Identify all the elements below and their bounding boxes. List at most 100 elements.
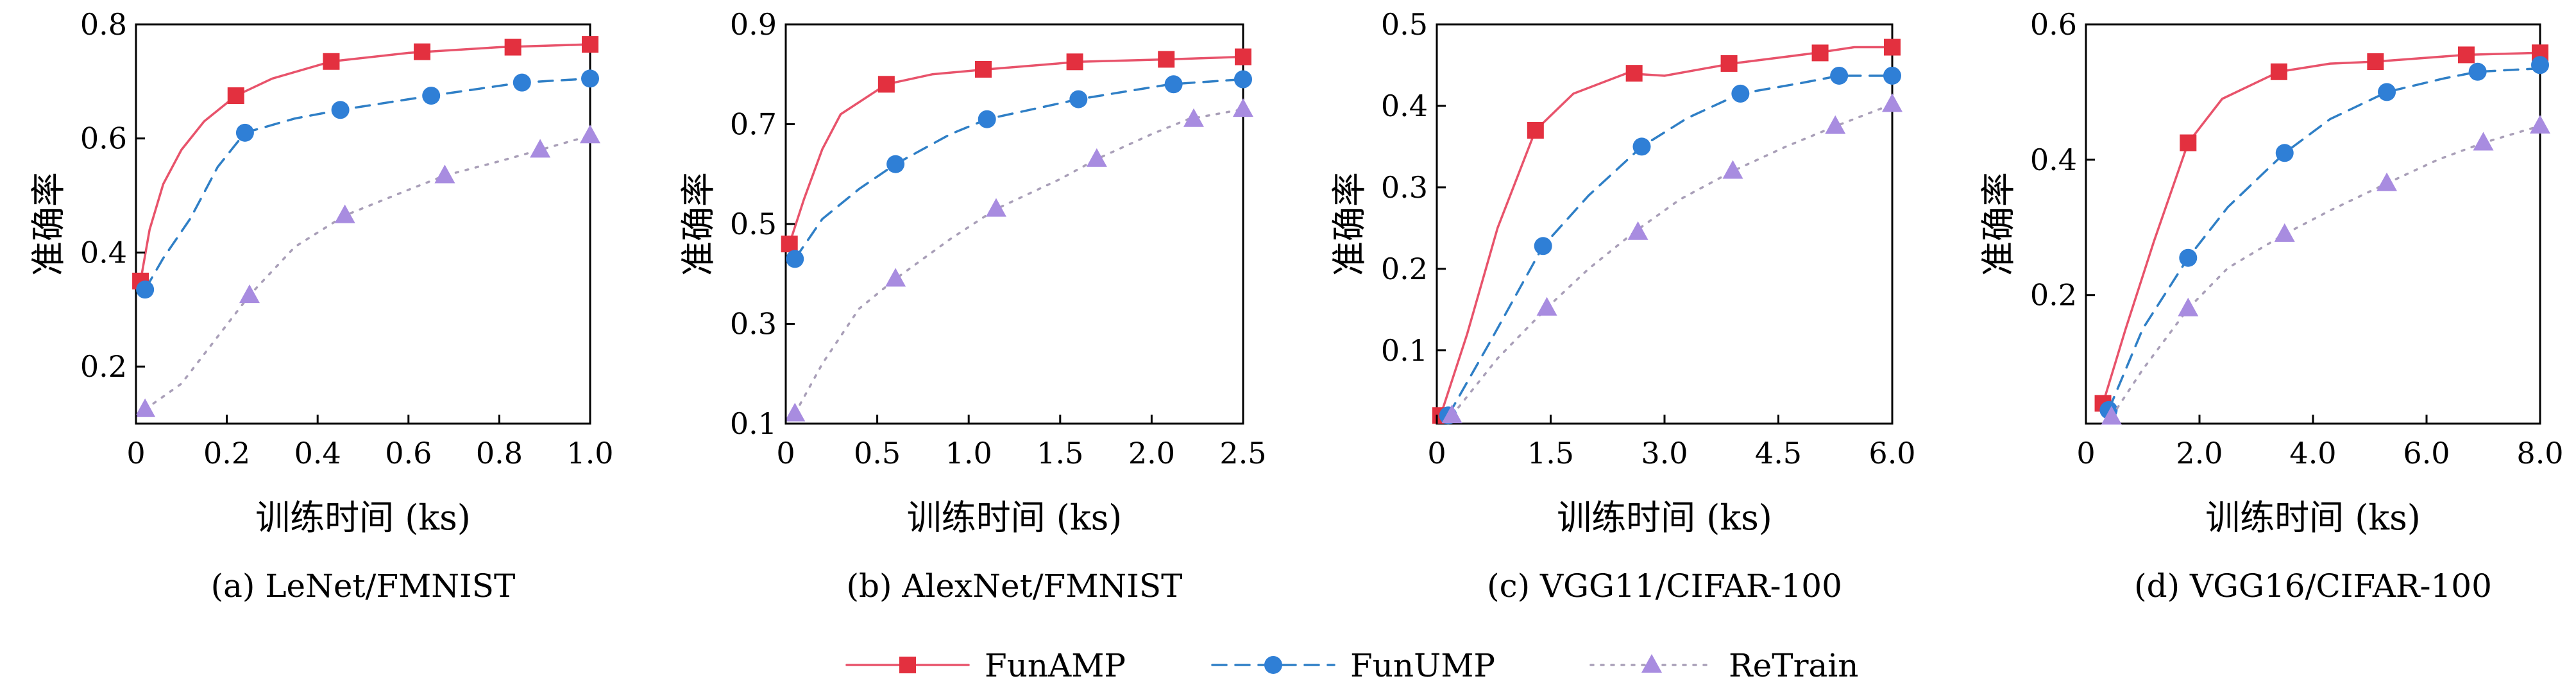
data-point — [2274, 223, 2295, 242]
data-point — [2179, 248, 2198, 267]
series-funamp — [132, 36, 598, 289]
series-line — [2101, 51, 2541, 405]
data-point — [530, 139, 551, 158]
data-point — [885, 268, 906, 287]
x-tick-label: 2.0 — [1128, 436, 1175, 470]
y-tick-label: 0.5 — [1381, 7, 1428, 42]
data-point — [504, 39, 521, 56]
y-tick-label: 0.2 — [1381, 252, 1428, 286]
y-tick-label: 0.1 — [730, 406, 777, 441]
data-point — [784, 402, 806, 422]
data-point — [2377, 172, 2398, 191]
legend-label: FunUMP — [1350, 647, 1495, 684]
x-tick-label: 0.8 — [476, 436, 523, 470]
data-point — [1632, 137, 1651, 156]
data-point — [434, 164, 455, 184]
data-point — [323, 53, 340, 70]
subfigure-caption: (d) VGG16/CIFAR-100 — [2134, 567, 2492, 605]
series-retrain — [784, 98, 1253, 422]
data-point — [781, 236, 798, 253]
y-tick-label: 0.8 — [80, 7, 127, 42]
x-tick-label: 6.0 — [1868, 436, 1915, 470]
data-point — [1066, 53, 1083, 71]
y-tick-label: 0.4 — [80, 235, 127, 270]
y-tick-label: 0.2 — [2030, 278, 2077, 313]
data-point — [227, 87, 244, 105]
y-tick-label: 0.1 — [1381, 333, 1428, 368]
data-point — [2457, 46, 2475, 64]
data-point — [136, 280, 155, 299]
data-point — [1086, 148, 1107, 167]
data-point — [975, 60, 992, 78]
data-point — [1731, 84, 1750, 103]
series-line — [2110, 125, 2541, 418]
data-point — [1884, 39, 1901, 56]
data-point — [985, 198, 1006, 217]
series-funump — [136, 69, 599, 299]
series-line — [1447, 74, 1894, 417]
data-point — [1625, 65, 1643, 82]
y-tick-label: 0.7 — [730, 107, 777, 142]
data-point — [1534, 237, 1552, 255]
x-axis-label: 训练时间 (ks) — [255, 497, 471, 538]
data-point — [2530, 115, 2550, 134]
chart-panel-4: 0 2.0 4.0 6.0 8.0 0.2 0.4 0.6 训练时间 (ks) 准确率 (d) VG… — [1978, 7, 2564, 605]
y-tick-label: 0.3 — [730, 307, 777, 341]
plot-frame — [135, 23, 591, 425]
x-tick-label: 1.0 — [566, 436, 613, 470]
x-tick-label: 6.0 — [2403, 436, 2450, 470]
x-tick-label: 1.5 — [1037, 436, 1083, 470]
data-point — [2101, 406, 2122, 425]
legend-label: ReTrain — [1729, 647, 1859, 684]
series-funump — [786, 70, 1252, 268]
series-funamp — [781, 48, 1251, 253]
legend-marker — [1641, 654, 1662, 673]
subfigure-caption: (c) VGG11/CIFAR-100 — [1487, 567, 1842, 605]
y-axis-label: 准确率 — [1329, 172, 1369, 276]
series-funamp — [1432, 39, 1901, 424]
x-tick-label: 4.5 — [1755, 436, 1802, 470]
x-tick-label: 1.5 — [1527, 436, 1574, 470]
data-point — [2270, 63, 2287, 80]
series-line — [2107, 67, 2541, 411]
x-tick-label: 0 — [126, 436, 145, 470]
data-point — [786, 250, 804, 268]
x-tick-label: 4.0 — [2289, 436, 2336, 470]
series-retrain — [2101, 115, 2550, 425]
series-retrain — [135, 125, 600, 417]
x-tick-label: 8.0 — [2516, 436, 2563, 470]
data-point — [235, 123, 254, 142]
data-point — [422, 87, 441, 105]
data-point — [2468, 62, 2487, 81]
data-point — [1233, 98, 1253, 117]
data-point — [1527, 122, 1544, 139]
data-point — [1158, 51, 1175, 68]
series-line — [144, 134, 591, 411]
series-retrain — [1441, 93, 1902, 424]
data-point — [978, 110, 996, 128]
x-tick-label: 0.5 — [854, 436, 901, 470]
data-point — [513, 73, 531, 92]
plot-frame — [2085, 23, 2541, 425]
x-tick-label: 2.0 — [2176, 436, 2223, 470]
data-point — [2378, 83, 2396, 101]
series-line — [793, 78, 1244, 261]
data-point — [2473, 132, 2494, 151]
series-line — [1439, 46, 1894, 417]
data-point — [1235, 48, 1251, 65]
series-line — [788, 55, 1244, 245]
data-point — [1722, 160, 1743, 179]
data-point — [1825, 115, 1846, 134]
x-axis-label: 训练时间 (ks) — [2205, 497, 2421, 538]
x-tick-label: 0.2 — [203, 436, 250, 470]
plot-frame — [1436, 23, 1894, 425]
data-point — [1234, 70, 1252, 89]
x-tick-label: 0.6 — [385, 436, 432, 470]
data-point — [1830, 66, 1849, 85]
data-point — [331, 101, 350, 119]
chart-panel-3: 0 1.5 3.0 4.5 6.0 0.1 0.2 0.3 0.4 0.5 训练时间 (ks) 准确率… — [1329, 7, 1916, 605]
data-point — [1164, 75, 1183, 94]
data-point — [580, 125, 600, 144]
data-point — [135, 398, 156, 417]
